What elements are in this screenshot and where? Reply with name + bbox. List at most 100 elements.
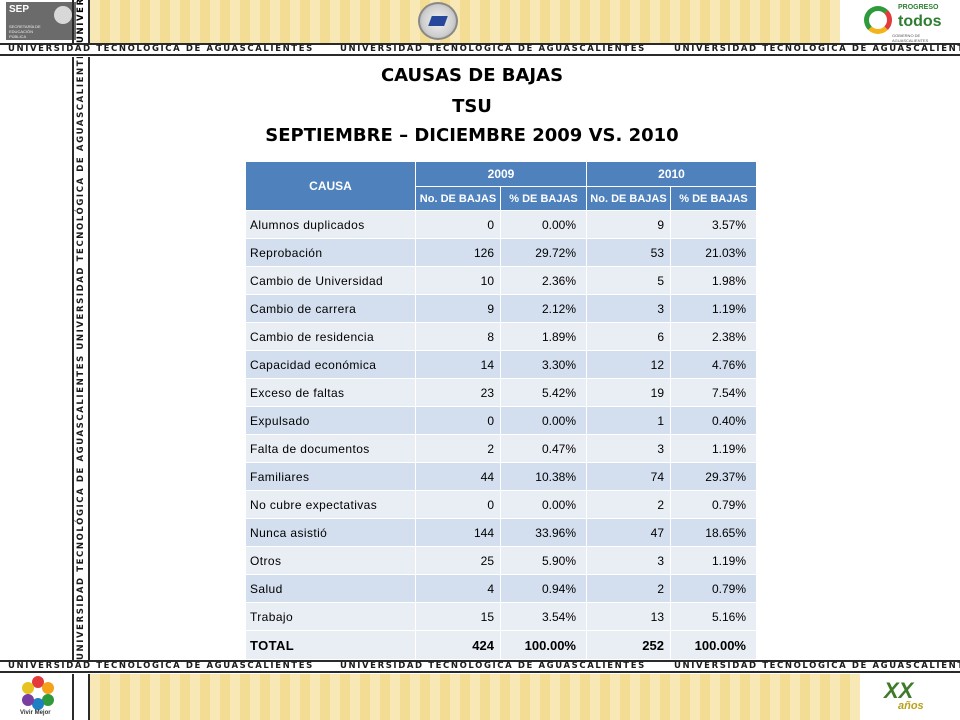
sep-logo-text: SEP [9,4,30,15]
table-row: Falta de documentos 2 0.47% 3 1.19% [245,434,757,463]
count-cell: 2 [415,434,501,463]
count-cell: 0 [415,406,501,435]
count-cell: 3 [586,546,671,575]
percent-cell: 3.30% [500,350,587,379]
banner-text: UNIVERSIDAD TECNOLÓGICA DE AGUASCALIENTE… [674,661,960,671]
count-cell: 25 [415,546,501,575]
count-cell: 10 [415,266,501,295]
count-cell: 12 [586,350,671,379]
count-cell: 1 [586,406,671,435]
percent-cell: 2.38% [670,322,757,351]
count-cell: 5 [586,266,671,295]
percent-cell: 18.65% [670,518,757,547]
percent-cell: 1.19% [670,434,757,463]
page-title: CAUSAS DE BAJAS [380,65,564,86]
vertical-banner-text: UNIVERSIDAD TECNOLÓGICA DE AGUASCALIENTE… [76,57,86,660]
count-cell: 47 [586,518,671,547]
percent-cell: 0.40% [670,406,757,435]
banner-text: UNIVERSIDAD TECNOLÓGICA DE AGUASCALIENTE… [8,661,314,671]
percent-header: % DE BAJAS [670,186,757,211]
percent-cell: 5.90% [500,546,587,575]
cause-cell: Alumnos duplicados [245,210,416,239]
year-2010-header: 2010 [586,161,757,187]
percent-cell: 1.89% [500,322,587,351]
count-cell: 19 [586,378,671,407]
percent-cell: 1.98% [670,266,757,295]
total-row: TOTAL 424 100.00% 252 100.00% [245,630,757,660]
count-cell: 144 [415,518,501,547]
count-cell: 2 [586,490,671,519]
percent-cell: 0.47% [500,434,587,463]
table-row: Alumnos duplicados 0 0.00% 9 3.57% [245,210,757,239]
anniversary-logo: XX años [878,676,940,716]
percent-cell: 33.96% [500,518,587,547]
count-cell: 9 [586,210,671,239]
total-percent-cell: 100.00% [670,630,757,660]
count-cell: 6 [586,322,671,351]
count-cell: 0 [415,210,501,239]
percent-cell: 1.19% [670,294,757,323]
table-row: Cambio de residencia 8 1.89% 6 2.38% [245,322,757,351]
year-2009-header: 2009 [415,161,587,187]
banner-text: UNIVERSIDAD TECNOLÓGICA DE AGUASCALIENTE… [340,661,646,671]
anniversary-mark: XX [884,678,914,703]
cause-cell: Cambio de residencia [245,322,416,351]
count-cell: 3 [586,434,671,463]
table-row: Expulsado 0 0.00% 1 0.40% [245,406,757,435]
table-row: Trabajo 15 3.54% 13 5.16% [245,602,757,631]
cause-cell: Otros [245,546,416,575]
vertical-banner: UNIVERSIDAD TECNOLÓGICA DE AGUASCALIENTE… [72,57,90,660]
count-cell: 15 [415,602,501,631]
percent-cell: 0.00% [500,490,587,519]
count-cell: 2 [586,574,671,603]
count-cell: 23 [415,378,501,407]
vertical-banner-bottom [72,674,90,720]
percent-cell: 4.76% [670,350,757,379]
table-row: No cubre expectativas 0 0.00% 2 0.79% [245,490,757,519]
percent-cell: 0.00% [500,406,587,435]
percent-cell: 21.03% [670,238,757,267]
page-subtitle: TSU [452,96,492,117]
count-cell: 44 [415,462,501,491]
percent-cell: 5.42% [500,378,587,407]
percent-cell: 29.72% [500,238,587,267]
percent-cell: 7.54% [670,378,757,407]
vertical-banner-top: UNIVER [72,0,90,43]
percent-cell: 10.38% [500,462,587,491]
total-percent-cell: 100.00% [500,630,587,660]
count-cell: 126 [415,238,501,267]
table-row: Salud 4 0.94% 2 0.79% [245,574,757,603]
footer-stripe [90,674,860,720]
percent-cell: 3.54% [500,602,587,631]
sep-logo: SEP SECRETARÍA DE EDUCACIÓN PÚBLICA [6,2,76,40]
percent-cell: 0.00% [500,210,587,239]
percent-cell: 5.16% [670,602,757,631]
cause-header: CAUSA [245,161,416,211]
cause-cell: Cambio de Universidad [245,266,416,295]
count-cell: 4 [415,574,501,603]
count-cell: 14 [415,350,501,379]
percent-cell: 0.94% [500,574,587,603]
flower-logo-icon [20,676,56,710]
anniversary-sub: años [898,700,924,712]
cause-cell: No cubre expectativas [245,490,416,519]
shield-icon [54,6,72,24]
banner-text: UNIVERSIDAD TECNOLÓGICA DE AGUASCALIENTE… [340,44,646,54]
table-row: Nunca asistió 144 33.96% 47 18.65% [245,518,757,547]
table-row: Capacidad económica 14 3.30% 12 4.76% [245,350,757,379]
count-header: No. DE BAJAS [415,186,501,211]
count-cell: 0 [415,490,501,519]
table-subheader-row: No. DE BAJAS % DE BAJAS No. DE BAJAS % D… [246,186,757,211]
count-cell: 8 [415,322,501,351]
table-header-row: CAUSA 2009 2010 [245,161,757,211]
table-row: Cambio de Universidad 10 2.36% 5 1.98% [245,266,757,295]
cause-cell: Reprobación [245,238,416,267]
total-count-cell: 424 [415,630,501,660]
causes-table: CAUSA 2009 2010 No. DE BAJAS % DE BAJAS … [245,161,757,660]
banner-bottom: UNIVERSIDAD TECNOLÓGICA DE AGUASCALIENTE… [0,660,960,673]
header-stripe [90,0,840,43]
vertical-banner-top-text: UNIVER [76,0,86,43]
count-cell: 74 [586,462,671,491]
table-row: Exceso de faltas 23 5.42% 19 7.54% [245,378,757,407]
cause-cell: Exceso de faltas [245,378,416,407]
